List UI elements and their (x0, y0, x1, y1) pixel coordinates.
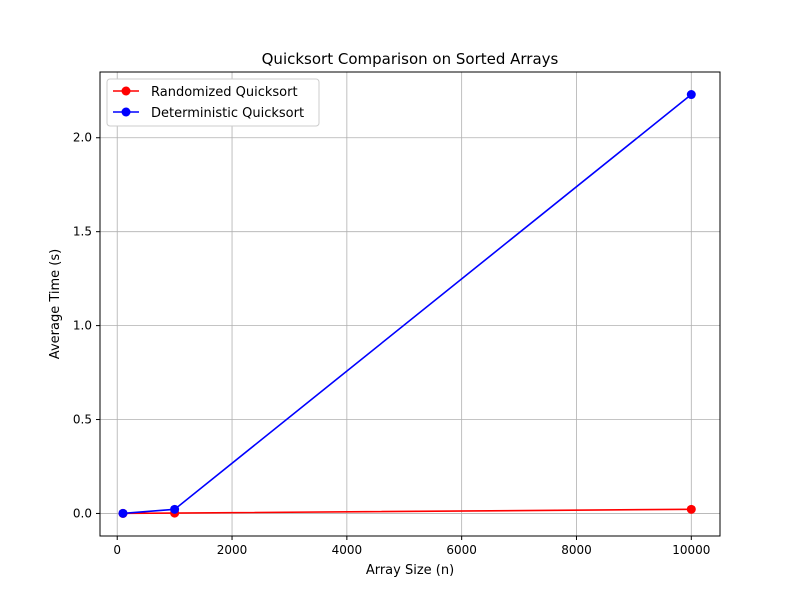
y-tick-label: 0.5 (73, 413, 92, 427)
x-tick-label: 4000 (332, 543, 363, 557)
x-tick-label: 2000 (217, 543, 248, 557)
legend-label-deterministic: Deterministic Quicksort (151, 106, 304, 121)
x-tick-label: 0 (113, 543, 121, 557)
x-tick-label: 8000 (561, 543, 592, 557)
data-point-randomized (686, 504, 696, 514)
chart-title: Quicksort Comparison on Sorted Arrays (262, 50, 559, 68)
x-tick-label: 6000 (446, 543, 477, 557)
data-point-deterministic (686, 90, 696, 100)
series-line-randomized (122, 508, 692, 515)
legend-marker-deterministic (121, 107, 131, 117)
y-tick-label: 1.0 (73, 319, 92, 333)
data-point-deterministic (170, 504, 180, 514)
plot-frame (99, 71, 721, 537)
x-axis-label: Array Size (n) (366, 563, 454, 578)
y-tick-label: 1.5 (73, 225, 92, 239)
y-tick-label: 2.0 (73, 131, 92, 145)
y-tick-label: 0.0 (73, 506, 92, 520)
y-axis-label: Average Time (s) (48, 249, 63, 359)
x-tick-label: 10000 (672, 543, 710, 557)
series-line-deterministic (122, 93, 692, 515)
series-layer (118, 90, 696, 518)
legend-label-randomized: Randomized Quicksort (151, 85, 298, 100)
legend-frame (106, 78, 320, 127)
data-point-deterministic (118, 508, 128, 518)
grid (100, 72, 720, 536)
legend-marker-randomized (121, 86, 131, 96)
axis-ticks: 0 2000 4000 6000 8000 10000 0.0 0.5 1.0 1.5 2.0 (73, 131, 710, 557)
legend: Randomized Quicksort Deterministic Quick… (106, 78, 320, 127)
